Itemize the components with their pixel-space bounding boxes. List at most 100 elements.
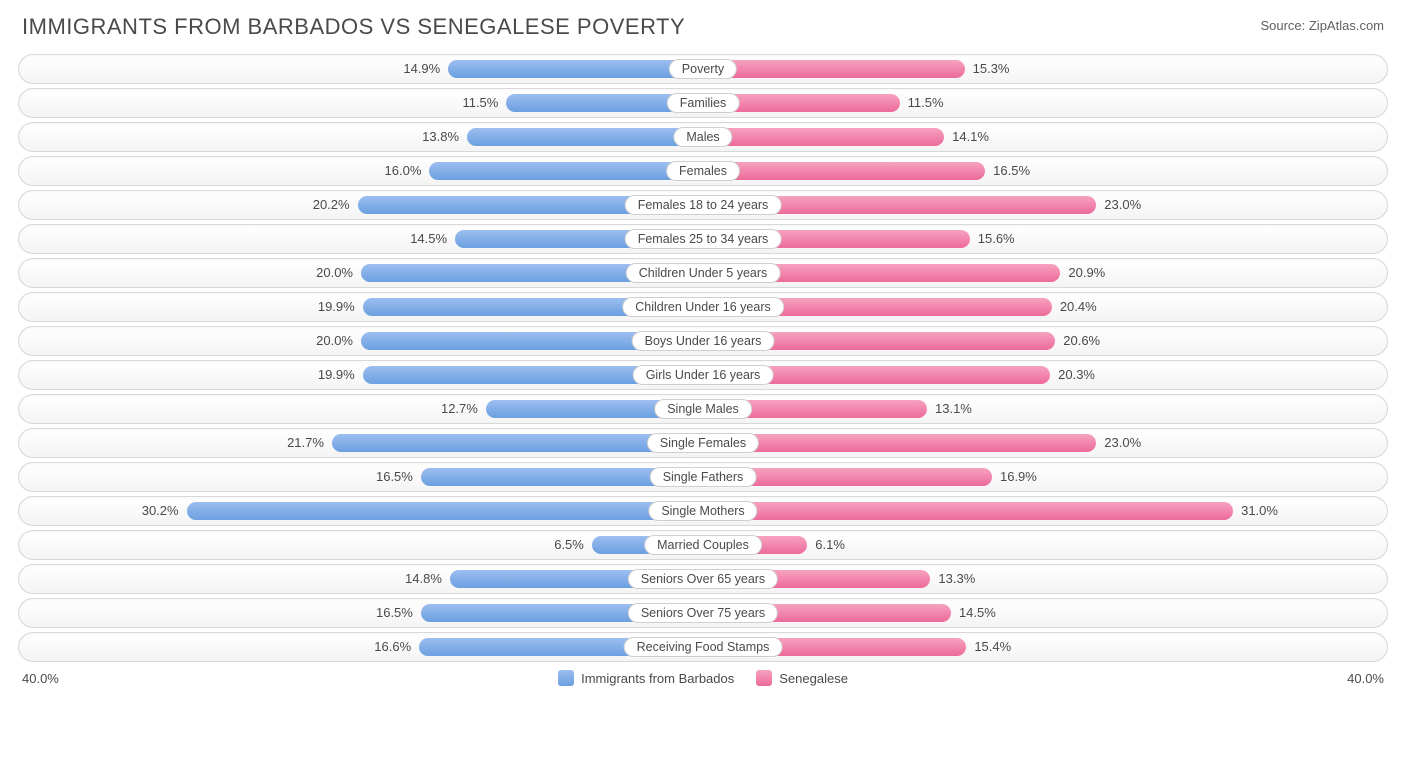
category-label: Seniors Over 65 years [628,569,778,589]
value-left: 20.2% [313,191,350,219]
value-right: 23.0% [1104,429,1141,457]
row-left-half: 14.9% [19,55,703,83]
category-label: Single Mothers [648,501,757,521]
row-right-half: 13.1% [703,395,1387,423]
chart-footer: 40.0% Immigrants from Barbados Senegales… [18,670,1388,686]
chart-title: IMMIGRANTS FROM BARBADOS VS SENEGALESE P… [22,14,685,40]
row-right-half: 20.4% [703,293,1387,321]
row-left-half: 14.5% [19,225,703,253]
row-left-half: 20.0% [19,327,703,355]
legend-label-right: Senegalese [779,671,848,686]
category-label: Girls Under 16 years [633,365,774,385]
axis-max-right: 40.0% [1347,671,1384,686]
row-left-half: 16.5% [19,599,703,627]
row-right-half: 23.0% [703,429,1387,457]
value-right: 15.6% [978,225,1015,253]
category-label: Females 25 to 34 years [625,229,782,249]
chart-row: 16.6%15.4%Receiving Food Stamps [18,632,1388,662]
row-right-half: 20.6% [703,327,1387,355]
value-left: 20.0% [316,327,353,355]
row-left-half: 20.2% [19,191,703,219]
row-left-half: 16.6% [19,633,703,661]
row-left-half: 16.0% [19,157,703,185]
bar-right [703,128,944,146]
value-right: 6.1% [815,531,845,559]
source-label: Source: ZipAtlas.com [1260,18,1384,33]
value-left: 21.7% [287,429,324,457]
row-right-half: 13.3% [703,565,1387,593]
row-right-half: 15.4% [703,633,1387,661]
bar-right [703,502,1233,520]
value-left: 14.9% [403,55,440,83]
value-left: 30.2% [142,497,179,525]
value-left: 16.5% [376,463,413,491]
chart-row: 16.5%16.9%Single Fathers [18,462,1388,492]
legend-item-left: Immigrants from Barbados [558,670,734,686]
row-left-half: 19.9% [19,293,703,321]
value-left: 12.7% [441,395,478,423]
chart-row: 21.7% 23.0% Single Females [18,428,1388,458]
header: IMMIGRANTS FROM BARBADOS VS SENEGALESE P… [18,14,1388,40]
row-right-half: 31.0% [703,497,1387,525]
value-right: 14.5% [959,599,996,627]
bar-left [467,128,703,146]
row-right-half: 20.3% [703,361,1387,389]
value-left: 19.9% [318,293,355,321]
legend-item-right: Senegalese [756,670,848,686]
row-right-half: 14.5% [703,599,1387,627]
category-label: Children Under 5 years [626,263,781,283]
bar-right [703,60,965,78]
chart-row: 14.5% 15.6% Females 25 to 34 years [18,224,1388,254]
chart-row: 19.9% 20.4% Children Under 16 years [18,292,1388,322]
value-left: 14.5% [410,225,447,253]
chart-row: 12.7% 13.1% Single Males [18,394,1388,424]
value-right: 20.3% [1058,361,1095,389]
value-right: 20.9% [1068,259,1105,287]
row-right-half: 15.6% [703,225,1387,253]
chart-row: 11.5%11.5%Families [18,88,1388,118]
row-right-half: 6.1% [703,531,1387,559]
category-label: Males [673,127,732,147]
chart-area: 14.9%15.3%Poverty11.5%11.5%Families13.8%… [18,54,1388,662]
category-label: Poverty [669,59,737,79]
row-right-half: 23.0% [703,191,1387,219]
category-label: Single Females [647,433,759,453]
chart-row: 30.2% 31.0% Single Mothers [18,496,1388,526]
value-right: 20.4% [1060,293,1097,321]
row-right-half: 14.1% [703,123,1387,151]
bar-right [703,434,1096,452]
bar-left [448,60,703,78]
row-left-half: 6.5% [19,531,703,559]
category-label: Single Fathers [650,467,757,487]
value-left: 16.0% [385,157,422,185]
value-left: 16.6% [374,633,411,661]
chart-row: 16.5% 14.5% Seniors Over 75 years [18,598,1388,628]
legend-swatch-right [756,670,772,686]
legend-swatch-left [558,670,574,686]
value-right: 13.1% [935,395,972,423]
row-left-half: 30.2% [19,497,703,525]
row-left-half: 11.5% [19,89,703,117]
chart-row: 20.2%23.0%Females 18 to 24 years [18,190,1388,220]
category-label: Single Males [654,399,752,419]
row-right-half: 15.3% [703,55,1387,83]
chart-row: 6.5%6.1%Married Couples [18,530,1388,560]
row-left-half: 16.5% [19,463,703,491]
bar-right [703,162,985,180]
value-right: 13.3% [938,565,975,593]
category-label: Females [666,161,740,181]
value-left: 16.5% [376,599,413,627]
row-left-half: 14.8% [19,565,703,593]
row-left-half: 12.7% [19,395,703,423]
value-right: 23.0% [1104,191,1141,219]
category-label: Seniors Over 75 years [628,603,778,623]
chart-row: 16.0%16.5%Females [18,156,1388,186]
category-label: Children Under 16 years [622,297,784,317]
value-left: 13.8% [422,123,459,151]
value-left: 11.5% [462,89,498,117]
chart-row: 20.0%20.6%Boys Under 16 years [18,326,1388,356]
chart-row: 20.0%20.9%Children Under 5 years [18,258,1388,288]
value-right: 31.0% [1241,497,1278,525]
legend: Immigrants from Barbados Senegalese [558,670,848,686]
category-label: Families [667,93,740,113]
